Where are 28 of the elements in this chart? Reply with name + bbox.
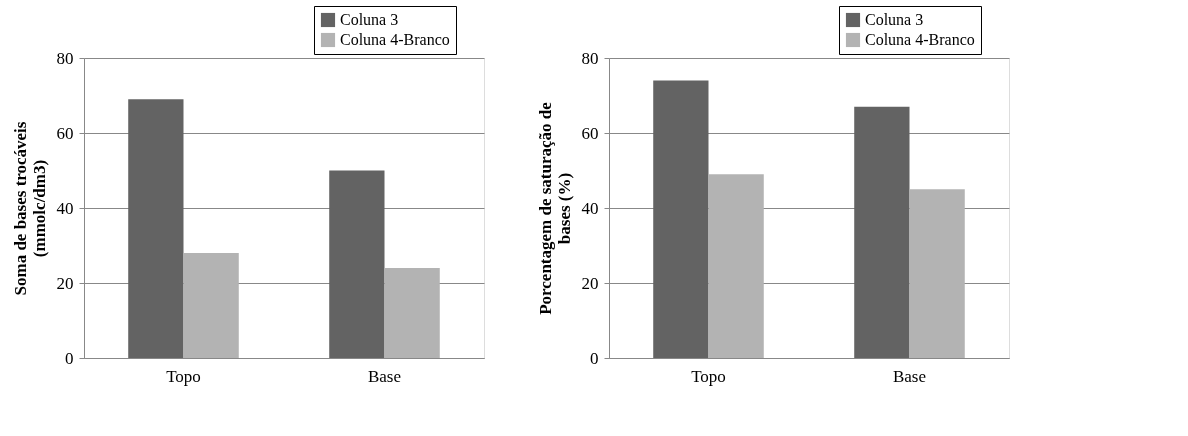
x-tick-label: Topo bbox=[166, 366, 201, 386]
bar bbox=[653, 80, 709, 358]
y-axis-title: Soma de bases trocáveis (mmolc/dm3) bbox=[10, 121, 49, 296]
bar bbox=[909, 189, 965, 358]
legend-label: Coluna 3 bbox=[340, 11, 399, 28]
bar bbox=[384, 268, 440, 358]
legend-label: Coluna 4-Branco bbox=[340, 31, 450, 48]
legend-label: Coluna 3 bbox=[865, 11, 924, 28]
y-tick-label: 40 bbox=[581, 198, 599, 218]
x-tick-label: Topo bbox=[691, 366, 726, 386]
y-tick-label: 40 bbox=[56, 198, 74, 218]
y-tick-label: 80 bbox=[56, 48, 74, 68]
y-tick-label: 20 bbox=[581, 273, 599, 293]
legend-label: Coluna 4-Branco bbox=[865, 31, 975, 48]
bar bbox=[329, 170, 385, 358]
x-tick-label: Base bbox=[892, 366, 927, 386]
bar bbox=[854, 106, 910, 358]
y-tick-label: 60 bbox=[56, 123, 74, 143]
y-tick-label: 20 bbox=[56, 273, 74, 293]
y-tick-label: 60 bbox=[581, 123, 599, 143]
y-tick-label: 0 bbox=[65, 348, 74, 368]
bar bbox=[128, 99, 184, 358]
y-tick-label: 80 bbox=[581, 48, 599, 68]
y-axis-title: Porcentagem de saturação de bases (%) bbox=[535, 101, 574, 315]
y-tick-label: 0 bbox=[590, 348, 599, 368]
x-tick-label: Base bbox=[367, 366, 402, 386]
bar bbox=[183, 253, 239, 358]
bar bbox=[708, 174, 764, 358]
